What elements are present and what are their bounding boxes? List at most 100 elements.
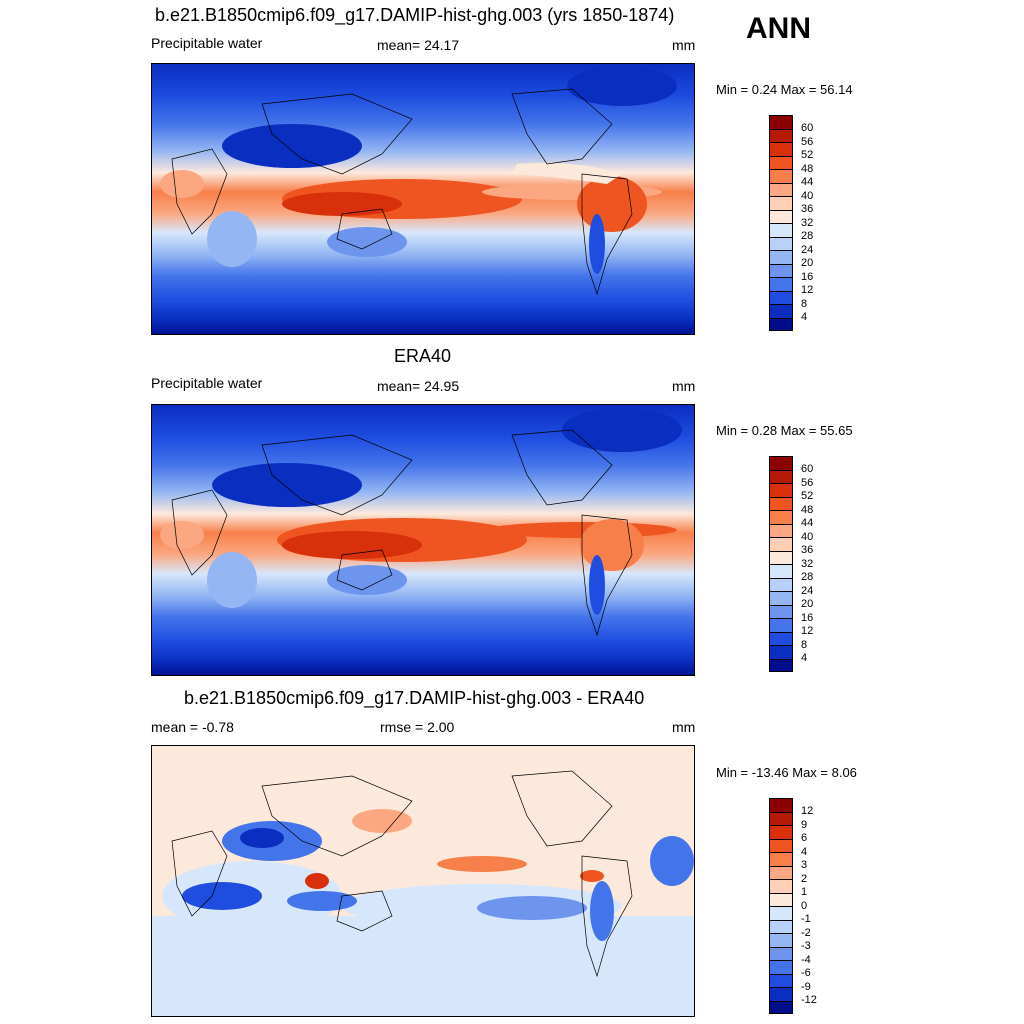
- panel-1-variable-label: Precipitable water: [151, 35, 263, 51]
- panel-1-colorbar-label: 48: [801, 162, 814, 175]
- panel-2-colorbar-swatch: [769, 456, 793, 471]
- panel-1-colorbar-label: 40: [801, 189, 814, 202]
- panel-2-colorbar-swatch: [769, 645, 793, 660]
- panel-2-colorbar-label: 24: [801, 584, 814, 597]
- panel-2-map-svg: [152, 405, 694, 675]
- panel-3-colorbar-swatch: [769, 919, 793, 934]
- panel-1-colorbar-label: 32: [801, 216, 814, 229]
- panel-2-variable-label: Precipitable water: [151, 375, 263, 391]
- panel-3-map-svg: [152, 746, 694, 1016]
- panel-2-minmax-label: Min = 0.28 Max = 55.65: [716, 423, 853, 438]
- panel-2-colorbar-swatch: [769, 469, 793, 484]
- panel-2-colorbar-swatch: [769, 577, 793, 592]
- panel-2-title: ERA40: [394, 346, 452, 366]
- panel-3-colorbar-swatch: [769, 825, 793, 840]
- panel-3-colorbar-label: 2: [801, 872, 808, 885]
- panel-2-colorbar-label: 20: [801, 598, 814, 610]
- panel-1-colorbar-swatch: [769, 155, 793, 170]
- panel-2-colorbar-label: 4: [801, 652, 808, 664]
- panel-3-rmse-label: rmse = 2.00: [380, 719, 455, 735]
- panel-1-colorbar-label: 44: [801, 176, 814, 188]
- panel-1-colorbar-label: 8: [801, 297, 808, 310]
- panel-2-units-label: mm: [672, 378, 696, 394]
- panel-2-colorbar-swatch: [769, 591, 793, 606]
- panel-1-colorbar-swatch: [769, 169, 793, 184]
- panel-3-colorbar-label: 12: [801, 805, 814, 817]
- panel-3-colorbar-swatch: [769, 865, 793, 880]
- panel-2-colorbar-label: 60: [801, 463, 814, 475]
- panel-2-colorbar-label: 16: [801, 611, 814, 624]
- panel-3-colorbar-swatch: [769, 987, 793, 1002]
- panel-1-colorbar-swatch: [769, 115, 793, 130]
- panel-2-colorbar-swatch: [769, 483, 793, 498]
- panel-2-colorbar-label: 56: [801, 476, 814, 489]
- panel-2-colorbar-swatch: [769, 631, 793, 646]
- panel-1-colorbar-label: 36: [801, 203, 814, 215]
- panel-3-colorbar-swatch: [769, 933, 793, 948]
- panel-1-colorbar-swatch: [769, 236, 793, 251]
- panel-1-units-label: mm: [672, 37, 696, 53]
- season-label: ANN: [746, 12, 811, 45]
- panel-3-colorbar-label: -9: [801, 980, 811, 993]
- panel-2-colorbar-label: 32: [801, 557, 814, 570]
- panel-1-map-svg: [152, 64, 694, 334]
- panel-2-colorbar-label: 52: [801, 490, 814, 502]
- panel-2-map: [151, 404, 695, 676]
- panel-1-colorbar-swatch: [769, 209, 793, 224]
- panel-3-colorbar-swatch: [769, 1000, 793, 1014]
- panel-1-colorbar-swatch: [769, 223, 793, 238]
- panel-2-colorbar-label: 44: [801, 517, 814, 529]
- panel-1-colorbar-label: 20: [801, 257, 814, 269]
- panel-3-colorbar-label: -3: [801, 940, 811, 952]
- panel-1-colorbar-swatch: [769, 317, 793, 331]
- panel-1-colorbar-swatch: [769, 142, 793, 157]
- panel-3-colorbar-label: -4: [801, 953, 811, 966]
- panel-2-mean-label: mean= 24.95: [377, 378, 460, 394]
- panel-1-colorbar-label: 16: [801, 270, 814, 283]
- panel-1-colorbar-swatch: [769, 263, 793, 278]
- panel-3-mean-label: mean = -0.78: [151, 719, 234, 735]
- panel-3-colorbar-swatch: [769, 973, 793, 988]
- panel-3-colorbar-label: 9: [801, 818, 808, 831]
- panel-3-colorbar-swatch: [769, 906, 793, 921]
- panel-1-map: [151, 63, 695, 335]
- panel-1-colorbar-swatch: [769, 196, 793, 211]
- panel-3-colorbar-label: 3: [801, 859, 808, 871]
- panel-3-colorbar-label: 4: [801, 845, 808, 858]
- panel-3-colorbar-label: -1: [801, 913, 811, 925]
- panel-3-colorbar-swatch: [769, 811, 793, 826]
- panel-3-colorbar-swatch: [769, 892, 793, 907]
- panel-3-minmax-label: Min = -13.46 Max = 8.06: [716, 765, 857, 780]
- panel-3-colorbar-swatch: [769, 798, 793, 813]
- panel-3-colorbar-label: -12: [801, 994, 817, 1006]
- panel-2-colorbar-label: 48: [801, 503, 814, 516]
- panel-1-colorbar-label: 52: [801, 149, 814, 161]
- panel-1-colorbar-label: 60: [801, 122, 814, 134]
- panel-2-colorbar-swatch: [769, 564, 793, 579]
- panel-3-colorbar-label: 0: [801, 899, 808, 912]
- panel-1-colorbar-label: 56: [801, 135, 814, 148]
- panel-3-colorbar-label: -6: [801, 967, 811, 979]
- panel-2-colorbar-swatch: [769, 658, 793, 672]
- panel-3-colorbar-label: -2: [801, 926, 811, 939]
- panel-2-colorbar-label: 8: [801, 638, 808, 651]
- panel-2-colorbar-swatch: [769, 604, 793, 619]
- panel-3-colorbar-label: 1: [801, 886, 808, 898]
- panel-3-colorbar-swatch: [769, 946, 793, 961]
- panel-2-colorbar-label: 28: [801, 571, 814, 583]
- panel-1-colorbar-swatch: [769, 277, 793, 292]
- panel-3-colorbar-swatch: [769, 852, 793, 867]
- panel-2-colorbar-swatch: [769, 618, 793, 633]
- panel-1-colorbar-label: 28: [801, 230, 814, 242]
- panel-1-mean-label: mean= 24.17: [377, 37, 460, 53]
- panel-1-colorbar-swatch: [769, 290, 793, 305]
- panel-3-title: b.e21.B1850cmip6.f09_g17.DAMIP-hist-ghg.…: [184, 688, 645, 708]
- panel-2-colorbar-label: 40: [801, 530, 814, 543]
- panel-1-minmax-label: Min = 0.24 Max = 56.14: [716, 82, 853, 97]
- panel-3-colorbar-label: 6: [801, 832, 808, 844]
- panel-1-colorbar-swatch: [769, 304, 793, 319]
- panel-1-colorbar-swatch: [769, 182, 793, 197]
- panel-2-colorbar-swatch: [769, 523, 793, 538]
- panel-1-title: b.e21.B1850cmip6.f09_g17.DAMIP-hist-ghg.…: [155, 5, 675, 25]
- panel-3-units-label: mm: [672, 719, 696, 735]
